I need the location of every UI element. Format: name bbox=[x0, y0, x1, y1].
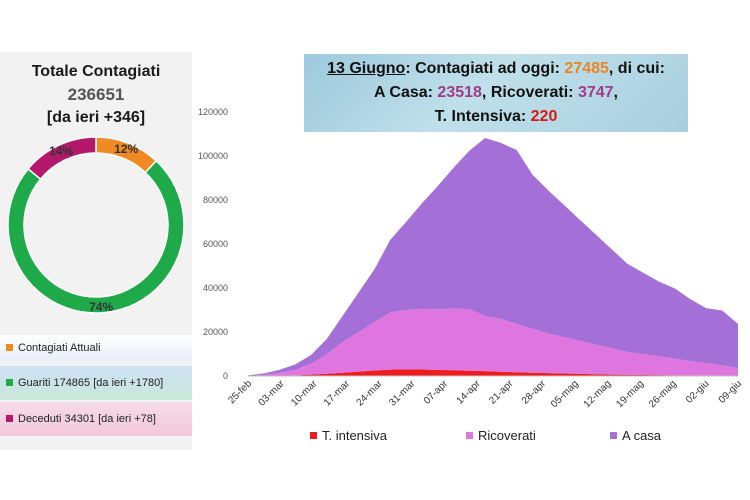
donut-title: Totale Contagiati bbox=[31, 63, 161, 80]
legend-swatch-deceduti bbox=[6, 415, 13, 422]
x-tick-label-11: 12-mag bbox=[582, 378, 614, 410]
donut-total: 236651 bbox=[67, 85, 125, 104]
x-tick-label-9: 28-apr bbox=[520, 378, 549, 407]
banner-current: 27485 bbox=[564, 60, 609, 77]
chart-legend-swatch-2 bbox=[610, 432, 617, 439]
x-tick-label-0: 25-feb bbox=[226, 378, 254, 406]
banner-sep: , Ricoverati: bbox=[481, 84, 578, 101]
x-tick-label-7: 14-apr bbox=[455, 378, 484, 407]
x-tick-label-1: 03-mar bbox=[257, 378, 288, 409]
x-tick-label-8: 21-apr bbox=[487, 378, 516, 407]
banner-icu-value: 220 bbox=[530, 108, 558, 125]
banner-icu-label: T. Intensiva: bbox=[434, 108, 531, 125]
legend-swatch-attuali bbox=[6, 344, 13, 351]
x-tick-label-13: 26-mag bbox=[647, 378, 679, 410]
banner-line-3: T. Intensiva: 220 bbox=[304, 108, 688, 126]
legend-swatch-guariti bbox=[6, 379, 13, 386]
legend-item-attuali: Contagiati Attuali bbox=[0, 335, 192, 361]
legend-item-deceduti: Deceduti 34301 [da ieri +78] bbox=[0, 402, 192, 436]
y-tick-label-6: 120000 bbox=[198, 107, 228, 117]
y-tick-label-2: 40000 bbox=[203, 283, 228, 293]
x-tick-label-12: 19-mag bbox=[614, 378, 646, 410]
banner-text-2: , di cui: bbox=[608, 60, 665, 77]
donut-slice-label-2: 14% bbox=[49, 144, 73, 158]
x-tick-label-4: 24-mar bbox=[355, 378, 386, 409]
banner-home-value: 23518 bbox=[437, 84, 482, 101]
donut-slice-2 bbox=[27, 136, 97, 181]
banner-home-label: A Casa: bbox=[373, 84, 438, 101]
banner-text-1: : Contagiati ad oggi: bbox=[405, 60, 565, 77]
banner-line-1: 13 Giugno: Contagiati ad oggi: 27485, di… bbox=[304, 60, 688, 78]
x-tick-label-15: 09-giu bbox=[717, 378, 744, 405]
y-tick-label-5: 100000 bbox=[198, 151, 228, 161]
legend-label-attuali: Contagiati Attuali bbox=[18, 342, 101, 354]
banner-comma: , bbox=[613, 84, 618, 101]
series-area-1 bbox=[248, 308, 738, 376]
chart-legend-swatch-1 bbox=[466, 432, 473, 439]
chart-legend-label-2: A casa bbox=[622, 428, 662, 443]
donut-delta: [da ieri +346] bbox=[46, 109, 146, 126]
x-tick-label-5: 31-mar bbox=[387, 378, 418, 409]
y-tick-label-3: 60000 bbox=[203, 239, 228, 249]
donut-title-block: Totale Contagiati 236651 [da ieri +346] bbox=[0, 60, 192, 129]
y-tick-label-0: 0 bbox=[223, 371, 228, 381]
series-area-0 bbox=[248, 369, 738, 376]
donut-slice-label-1: 74% bbox=[89, 300, 113, 314]
chart-legend-label-0: T. intensiva bbox=[322, 428, 388, 443]
x-tick-label-3: 17-mar bbox=[322, 378, 353, 409]
x-tick-label-14: 02-giu bbox=[684, 378, 711, 405]
x-tick-label-2: 10-mar bbox=[289, 378, 320, 409]
legend-label-guariti: Guariti 174865 [da ieri +1780] bbox=[18, 377, 164, 389]
donut-chart: 12% 74% 14% bbox=[7, 136, 185, 314]
donut-slice-1 bbox=[7, 159, 185, 314]
donut-legend: Contagiati Attuali Guariti 174865 [da ie… bbox=[0, 330, 192, 436]
y-tick-label-1: 20000 bbox=[203, 327, 228, 337]
x-tick-label-10: 05-mag bbox=[549, 378, 581, 410]
banner-line-2: A Casa: 23518, Ricoverati: 3747, bbox=[304, 84, 688, 102]
x-tick-label-6: 07-apr bbox=[422, 378, 451, 407]
legend-label-deceduti: Deceduti 34301 [da ieri +78] bbox=[18, 413, 156, 425]
banner-hospital-value: 3747 bbox=[577, 84, 614, 101]
summary-banner: 13 Giugno: Contagiati ad oggi: 27485, di… bbox=[304, 54, 688, 132]
series-area-2 bbox=[248, 137, 738, 376]
legend-item-guariti: Guariti 174865 [da ieri +1780] bbox=[0, 366, 192, 400]
y-tick-label-4: 80000 bbox=[203, 195, 228, 205]
chart-legend-label-1: Ricoverati bbox=[478, 428, 536, 443]
chart-legend-swatch-0 bbox=[310, 432, 317, 439]
donut-slice-label-0: 12% bbox=[114, 142, 138, 156]
banner-date: 13 Giugno bbox=[327, 60, 406, 77]
